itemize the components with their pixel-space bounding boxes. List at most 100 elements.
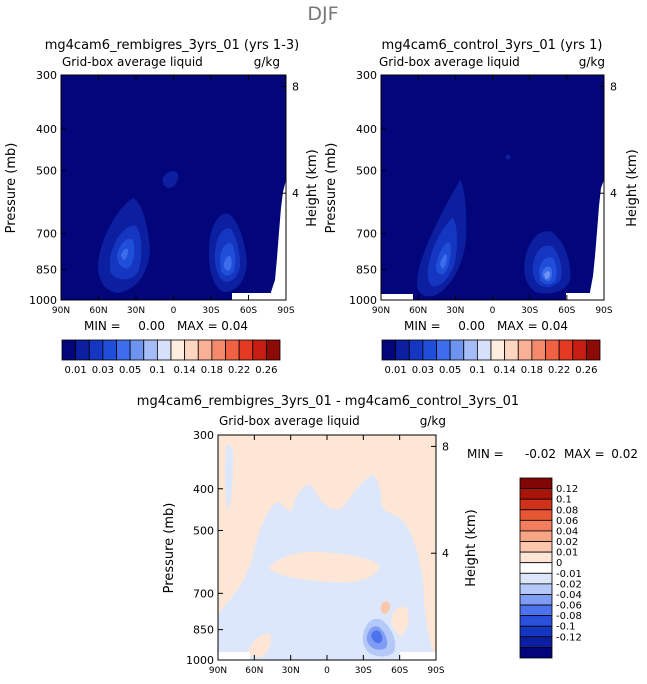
colorbar-label: 0.12 — [556, 484, 578, 495]
colorbar-swatch — [252, 339, 267, 361]
panel-2-ylabel-right: Height (km) — [625, 149, 640, 226]
panel-1-max-label: MAX = — [177, 319, 218, 333]
panel-1-contours — [98, 171, 286, 300]
colorbar-label: 0.1 — [469, 365, 485, 376]
y-tick-label: 1000 — [29, 294, 57, 307]
colorbar-label: 0.02 — [556, 537, 578, 548]
panel-2-subtitle: Grid-box average liquid — [379, 55, 520, 69]
colorbar-swatch — [265, 339, 281, 361]
colorbar-swatch — [490, 339, 506, 361]
colorbar-swatch — [156, 339, 172, 361]
height-tick-label: 8 — [610, 80, 617, 93]
panel-3-max-value: 0.02 — [611, 447, 638, 461]
x-tick-label: 30N — [127, 306, 145, 316]
panel-1: mg4cam6_rembigres_3yrs_01 (yrs 1-3) Grid… — [4, 38, 320, 333]
colorbar-swatch — [476, 339, 492, 361]
colorbar-swatch — [519, 509, 553, 521]
colorbar-label: -0.1 — [556, 622, 576, 633]
panel-2-min-label: MIN = — [404, 319, 441, 333]
colorbar-label: 0.1 — [556, 495, 572, 506]
colorbar-swatch — [75, 339, 90, 361]
panel-3-title: mg4cam6_rembigres_3yrs_01 - mg4cam6_cont… — [137, 394, 519, 409]
colorbar-swatch — [436, 339, 451, 361]
x-tick-label: 60S — [240, 306, 257, 316]
colorbar-swatch — [408, 339, 424, 361]
colorbar-swatch — [531, 339, 546, 361]
x-tick-label: 0 — [324, 666, 330, 676]
colorbar-label: 0.03 — [92, 365, 114, 376]
colorbar-label: -0.12 — [556, 632, 582, 643]
x-tick-label: 90N — [372, 306, 390, 316]
colorbar-swatch — [519, 594, 553, 606]
panel-2-axes: 90N 60N 30N 0 30S 60S 90S 300 400 500 700 850 1000 8 4 — [349, 69, 617, 316]
panel-3-axes: 90N 60N 30N 0 30S 60S 90S 300 400 500 700 850 1000 8 4 — [186, 429, 449, 676]
panel-3-missing-bottom-left — [218, 652, 250, 660]
y-tick-label: 1000 — [186, 654, 214, 667]
x-tick-label: 60S — [391, 666, 408, 676]
colorbar-label: 0.01 — [384, 365, 406, 376]
colorbar-swatch — [504, 339, 519, 361]
panel-3-missing-bottom-right — [400, 652, 436, 660]
y-tick-label: 1000 — [349, 294, 377, 307]
y-tick-label: 500 — [356, 164, 377, 177]
x-tick-label: 0 — [171, 306, 177, 316]
x-tick-label: 90S — [277, 306, 294, 316]
panel-1-missing-bottom — [232, 293, 286, 300]
panel-1-ylabel: Pressure (mb) — [4, 143, 19, 234]
colorbar-label: 0.03 — [412, 365, 434, 376]
panel-2-min-value: 0.00 — [458, 319, 485, 333]
colorbar-label: 0.08 — [556, 505, 578, 516]
panel-3-units: g/kg — [420, 414, 446, 428]
x-tick-label: 30S — [202, 306, 219, 316]
colorbar-label: 0.14 — [493, 365, 515, 376]
x-tick-label: 30N — [282, 666, 300, 676]
colorbar-swatch — [238, 339, 254, 361]
colorbar-swatch — [129, 339, 145, 361]
colorbar-swatch — [61, 339, 77, 361]
y-tick-label: 500 — [193, 524, 214, 537]
colorbar-swatch — [422, 339, 437, 361]
colorbar-swatch — [88, 339, 104, 361]
x-tick-label: 30N — [446, 306, 464, 316]
panel-1-title: mg4cam6_rembigres_3yrs_01 (yrs 1-3) — [45, 38, 299, 53]
colorbar-label: 0.01 — [556, 548, 578, 559]
colorbar-swatch — [225, 339, 240, 361]
colorbar-swatch — [519, 647, 553, 659]
colorbar-swatch — [519, 519, 553, 532]
x-tick-label: 0 — [490, 306, 496, 316]
colorbar-label: 0.1 — [149, 365, 165, 376]
colorbar-label: 0 — [556, 558, 562, 569]
height-tick-label: 4 — [610, 187, 617, 200]
panel-2-ylabel: Pressure (mb) — [324, 143, 339, 234]
y-tick-label: 850 — [193, 624, 214, 637]
colorbar-label: -0.02 — [556, 579, 582, 590]
y-tick-label: 400 — [193, 483, 214, 496]
panel-2-units: g/kg — [579, 55, 605, 69]
panel-1-axes: 90N 60N 30N 0 30S 60S 90S 300 400 500 700 850 1000 8 4 — [29, 69, 299, 316]
colorbar-swatch — [395, 339, 410, 361]
colorbar-swatch — [519, 530, 553, 542]
panel-1-units: g/kg — [254, 55, 280, 69]
height-tick-label: 4 — [442, 547, 449, 560]
panel-1-field-bg — [61, 75, 286, 300]
panel-2-missing-right — [590, 180, 604, 300]
colorbar-swatch — [211, 339, 226, 361]
colorbar-swatch — [519, 583, 553, 595]
colorbar-label: -0.08 — [556, 611, 582, 622]
colorbar-swatch — [170, 339, 186, 361]
panel-3: mg4cam6_rembigres_3yrs_01 - mg4cam6_cont… — [137, 394, 638, 676]
x-tick-label: 90N — [52, 306, 70, 316]
colorbar-label: 0.18 — [201, 365, 223, 376]
panel-1-max-value: 0.04 — [221, 319, 248, 333]
colorbar-swatch — [143, 339, 158, 361]
colorbar-label: -0.06 — [556, 601, 582, 612]
colorbar-swatch — [519, 551, 553, 564]
colorbar-swatch — [519, 604, 553, 617]
panel-2-missing-bottom-right — [566, 293, 604, 300]
y-tick-label: 500 — [36, 164, 57, 177]
colorbar-swatch — [519, 562, 553, 574]
y-tick-label: 400 — [36, 123, 57, 136]
colorbar-1: 0.01 0.03 0.05 0.1 0.14 0.18 0.22 0.26 — [61, 339, 281, 376]
colorbar-swatch — [572, 339, 587, 361]
